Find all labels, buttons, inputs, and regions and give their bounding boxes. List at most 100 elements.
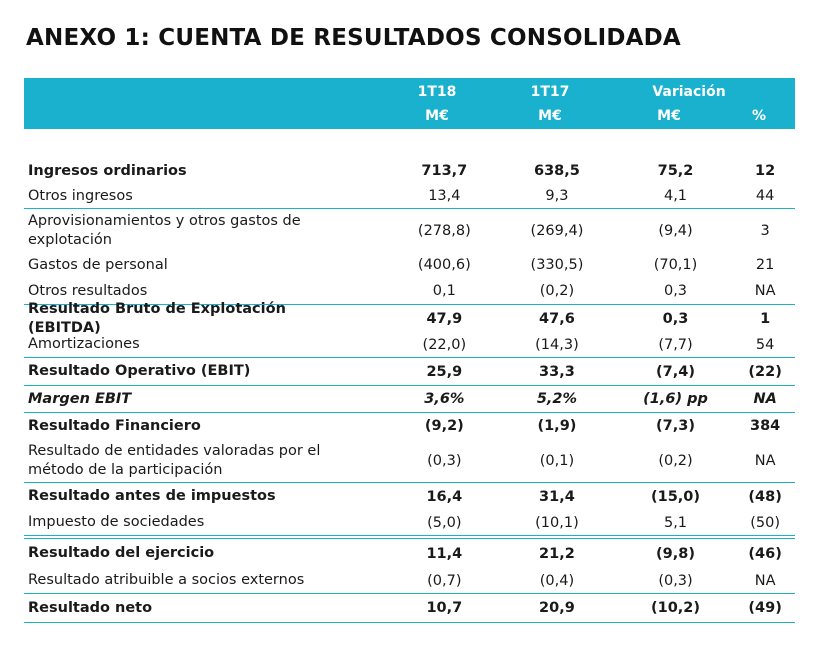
- value-1t18: (0,7): [427, 572, 462, 589]
- row-label: Gastos de personal: [28, 256, 168, 273]
- header-col-variation: Variación: [652, 84, 726, 100]
- value-percent: NA: [754, 452, 776, 469]
- value-variation: (0,3): [658, 572, 693, 589]
- value-1t17: (0,4): [539, 572, 575, 589]
- value-percent: 54: [755, 336, 775, 353]
- table-row: Resultado antes de impuestos 16,4 31,4 (…: [24, 483, 795, 510]
- value-1t17: 5,2%: [536, 391, 578, 407]
- value-percent: NA: [753, 391, 777, 407]
- value-variation: (7,7): [658, 336, 693, 353]
- table-row: Resultado neto 10,7 20,9 (10,2) (49): [24, 594, 795, 623]
- value-1t17: 31,4: [539, 488, 575, 505]
- value-1t17: 20,9: [539, 600, 575, 616]
- value-variation: 75,2: [657, 163, 694, 179]
- value-percent: NA: [754, 283, 776, 299]
- value-1t17: (269,4): [530, 222, 584, 239]
- table-row: Ingresos ordinarios 713,7 638,5 75,2 12: [24, 158, 795, 184]
- row-label: Resultado Bruto de Explotación (EBITDA): [28, 300, 286, 336]
- value-variation: 0,3: [663, 283, 688, 299]
- table-header: 1T18 1T17 Variación M€ M€ M€ %: [24, 78, 795, 129]
- value-percent: (22): [748, 363, 782, 380]
- row-label: Impuesto de sociedades: [28, 514, 205, 530]
- value-1t18: (0,3): [427, 452, 462, 469]
- value-variation: (10,2): [650, 600, 701, 616]
- table-row: Resultado del ejercicio 11,4 21,2 (9,8) …: [24, 539, 795, 568]
- results-table: Ingresos ordinarios 713,7 638,5 75,2 12 …: [24, 158, 795, 623]
- table-row: Amortizaciones (22,0) (14,3) (7,7) 54: [24, 332, 795, 358]
- header-col-1t18: 1T18: [417, 84, 457, 100]
- table-row: Resultado de entidades valoradas por el …: [24, 439, 795, 483]
- value-1t17: (1,9): [537, 418, 577, 434]
- value-percent: (46): [748, 545, 782, 562]
- value-1t18: (400,6): [417, 257, 471, 273]
- value-1t18: 3,6%: [424, 391, 465, 407]
- value-percent: 3: [760, 222, 770, 239]
- value-1t17: (0,2): [539, 283, 575, 299]
- table-row: Gastos de personal (400,6) (330,5) (70,1…: [24, 252, 795, 278]
- value-1t17: 9,3: [545, 188, 569, 204]
- header-unit-variation: M€: [657, 108, 681, 124]
- header-unit-percent: %: [751, 108, 767, 124]
- value-1t17: (330,5): [530, 257, 584, 273]
- row-label: Resultado antes de impuestos: [28, 488, 276, 504]
- header-unit-1t18: M€: [425, 108, 449, 124]
- table-row: Resultado Bruto de Explotación (EBITDA) …: [24, 301, 795, 336]
- table-row: Aprovisionamientos y otros gastos de exp…: [24, 209, 795, 252]
- value-1t17: (10,1): [535, 514, 579, 531]
- value-percent: 21: [755, 257, 775, 273]
- row-label: Margen EBIT: [28, 390, 132, 407]
- row-label: Resultado Financiero: [28, 417, 201, 434]
- value-variation: 4,1: [663, 188, 688, 204]
- value-percent: 1: [760, 310, 771, 327]
- value-1t18: 47,9: [426, 310, 463, 327]
- value-1t18: (278,8): [417, 222, 471, 239]
- row-label: Otros resultados: [28, 282, 148, 299]
- value-1t17: 638,5: [534, 163, 580, 179]
- value-variation: (7,4): [656, 363, 695, 380]
- value-1t18: (9,2): [424, 418, 464, 434]
- page-title: ANEXO 1: CUENTA DE RESULTADOS CONSOLIDAD…: [26, 25, 681, 51]
- value-percent: NA: [754, 572, 776, 589]
- value-1t18: 713,7: [421, 163, 468, 179]
- value-percent: 384: [749, 418, 781, 434]
- header-unit-1t17: M€: [538, 108, 562, 124]
- table-row: Impuesto de sociedades (5,0) (10,1) 5,1 …: [24, 510, 795, 539]
- value-1t17: (0,1): [539, 452, 575, 469]
- row-label: Resultado Operativo (EBIT): [28, 363, 251, 379]
- value-variation: (7,3): [656, 418, 695, 434]
- value-percent: (49): [748, 600, 782, 616]
- table-row: Otros resultados 0,1 (0,2) 0,3 NA: [24, 278, 795, 305]
- table-row: Resultado atribuible a socios externos (…: [24, 568, 795, 594]
- row-label: Amortizaciones: [28, 336, 140, 352]
- value-variation: (1,6) pp: [643, 391, 708, 407]
- table-row: Resultado Financiero (9,2) (1,9) (7,3) 3…: [24, 413, 795, 439]
- value-variation: (15,0): [650, 488, 701, 505]
- value-variation: (0,2): [658, 452, 693, 469]
- value-variation: 5,1: [663, 514, 688, 531]
- value-1t18: 16,4: [426, 488, 463, 505]
- row-label: Resultado neto: [28, 599, 153, 616]
- value-1t17: (14,3): [535, 336, 579, 353]
- row-label: Otros ingresos: [28, 187, 133, 204]
- row-label: Resultado del ejercicio: [28, 545, 215, 561]
- value-1t18: (22,0): [422, 336, 467, 353]
- value-variation: (70,1): [653, 257, 698, 273]
- value-percent: 44: [755, 188, 775, 204]
- value-1t17: 21,2: [539, 545, 575, 562]
- value-1t18: 0,1: [432, 283, 456, 299]
- value-1t18: 25,9: [426, 363, 463, 380]
- table-row: Resultado Operativo (EBIT) 25,9 33,3 (7,…: [24, 358, 795, 386]
- row-label: Ingresos ordinarios: [28, 162, 187, 179]
- header-col-1t17: 1T17: [530, 84, 570, 100]
- value-1t17: 47,6: [539, 310, 575, 327]
- value-1t18: 11,4: [426, 545, 463, 562]
- row-label: Resultado de entidades valoradas por el …: [28, 442, 321, 478]
- row-label: Resultado atribuible a socios externos: [28, 572, 305, 588]
- value-percent: (48): [748, 488, 782, 505]
- value-variation: 0,3: [662, 310, 689, 327]
- value-percent: (50): [750, 514, 781, 531]
- value-variation: (9,4): [658, 222, 693, 239]
- table-row: Margen EBIT 3,6% 5,2% (1,6) pp NA: [24, 386, 795, 413]
- value-1t18: (5,0): [427, 514, 462, 531]
- table-row: Otros ingresos 13,4 9,3 4,1 44: [24, 184, 795, 209]
